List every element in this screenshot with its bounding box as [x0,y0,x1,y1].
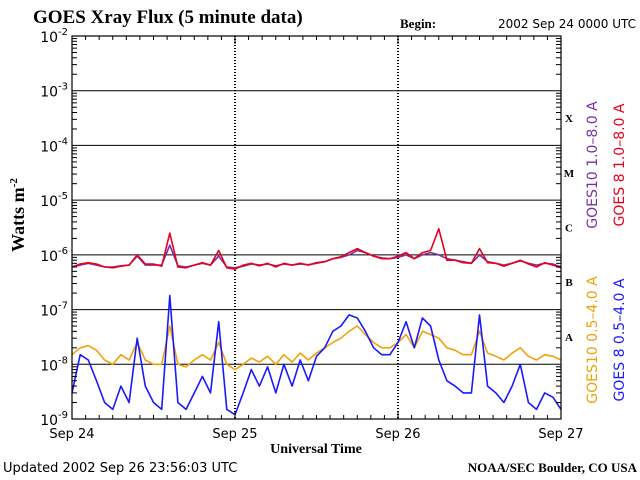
y-tick-labels: 10-2 10-3 10-4 10-5 10-6 10-7 10-8 10-9 [40,27,68,429]
series-line-2 [71,228,562,270]
x-tick-label: Sep 26 [375,427,420,442]
y-axis-label: Watts m-2 [8,178,28,252]
legend-entry-4: GOES 8 0.5–4.0 A [612,278,628,401]
begin-value: 2002 Sep 24 0000 UTC [498,17,636,31]
y-tick-label: 10-2 [40,27,68,46]
series-line-4 [71,294,562,416]
x-tick-label: Sep 24 [49,427,94,442]
flare-class-label: M [564,168,575,180]
footer-source: NOAA/SEC Boulder, CO USA [468,460,638,475]
flare-class-labels: X M C B A [564,113,575,344]
y-tick-label: 10-9 [40,410,68,429]
begin-label: Begin: [400,16,436,31]
y-tick-label: 10-8 [40,355,68,374]
x-tick-label: Sep 27 [538,427,583,442]
plot-frame [71,35,562,420]
y-tick-label: 10-4 [40,136,68,155]
legend-entry-3: GOES10 0.5–4.0 A [585,276,601,404]
footer-updated: Updated 2002 Sep 26 23:56:03 UTC [3,461,237,476]
y-tick-label: 10-5 [40,191,68,210]
y-tick-label: 10-3 [40,82,68,101]
series-line-3 [71,325,562,371]
x-tick-label: Sep 25 [212,427,257,442]
y-tick-label: 10-7 [40,301,68,320]
series-layer [71,228,562,416]
flare-class-label: B [565,277,573,289]
flare-class-label: C [565,223,573,235]
legend: GOES10 1.0–8.0 A GOES 8 1.0–8.0 A GOES10 0… [585,101,628,404]
frame-layer [71,35,562,420]
x-tick-labels: Sep 24 Sep 25 Sep 26 Sep 27 [49,427,583,442]
flare-class-label: X [565,113,573,125]
flare-class-label: A [565,332,573,344]
x-axis-label: Universal Time [270,442,362,457]
y-tick-label: 10-6 [40,246,68,265]
chart-title: GOES Xray Flux (5 minute data) [33,7,303,28]
legend-entry-1: GOES10 1.0–8.0 A [585,101,601,229]
legend-entry-2: GOES 8 1.0–8.0 A [612,103,628,226]
grid-layer [72,36,561,419]
